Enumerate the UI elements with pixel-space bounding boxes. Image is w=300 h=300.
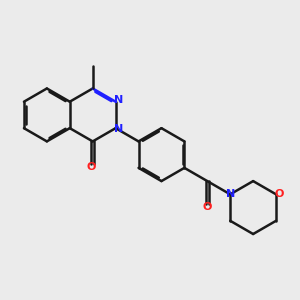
Text: O: O: [202, 202, 212, 212]
Text: O: O: [87, 162, 96, 172]
Text: O: O: [275, 189, 284, 199]
Text: N: N: [226, 189, 235, 199]
Text: N: N: [114, 124, 123, 134]
Text: N: N: [114, 95, 123, 105]
